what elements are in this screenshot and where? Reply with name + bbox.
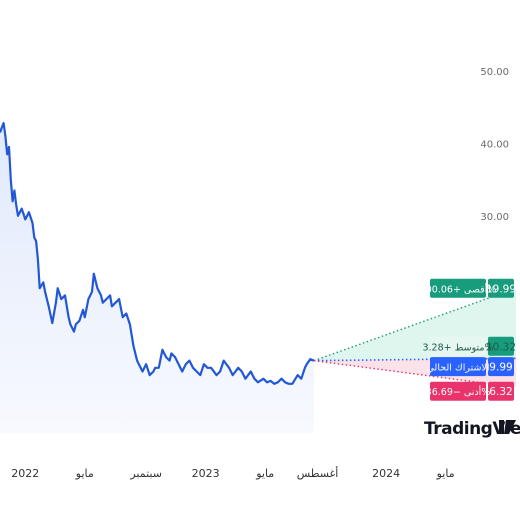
tradingview-logo-text: TradingView bbox=[424, 419, 520, 439]
badge-high-value-bg bbox=[488, 278, 514, 298]
badge-high: أقصى +100.06%19.99 bbox=[420, 278, 516, 298]
badge-low: أدنى −36.69%6.32 bbox=[426, 381, 514, 401]
badge-current-label-bg bbox=[430, 357, 486, 377]
badge-average-value: 10.32 bbox=[486, 341, 516, 353]
x-tick-label: مايو bbox=[436, 467, 455, 480]
x-tick-label: 2023 bbox=[192, 467, 220, 480]
y-tick-label: 50.00 bbox=[480, 67, 509, 78]
x-axis-ticks: 2022 مايو سبتمبر 2023 مايو أغسطس 2024 مايو bbox=[11, 466, 454, 480]
x-tick-label: 2022 bbox=[11, 467, 39, 480]
price-area-0 bbox=[0, 123, 314, 433]
badge-low-value: 6.32 bbox=[489, 386, 512, 398]
badge-current: الاشتراك الحالي 9.99 bbox=[427, 357, 514, 377]
badge-average-label-bg bbox=[430, 336, 486, 356]
badge-low-value-bg bbox=[488, 381, 514, 401]
badge-low-label-bg bbox=[430, 381, 486, 401]
x-tick-label: مايو bbox=[75, 467, 94, 480]
x-tick-label: 2024 bbox=[372, 467, 400, 480]
y-tick-label: 30.00 bbox=[480, 212, 509, 223]
badge-current-value: 9.99 bbox=[489, 362, 512, 374]
tradingview-logo: TradingView bbox=[424, 419, 520, 439]
area-layer bbox=[0, 123, 314, 433]
badge-average-value-bg bbox=[488, 336, 514, 356]
x-tick-label: مايو bbox=[255, 467, 274, 480]
badge-low-label: أدنى −36.69% bbox=[426, 385, 491, 398]
badge-average: متوسط +3.28%10.32 bbox=[422, 336, 516, 356]
price-line-0 bbox=[0, 121, 315, 385]
badge-high-value: 19.99 bbox=[486, 283, 516, 295]
x-tick-label: أغسطس bbox=[297, 466, 339, 480]
badge-current-value-bg bbox=[488, 357, 514, 377]
tv-mark-icon bbox=[499, 420, 516, 434]
line-layer bbox=[0, 121, 315, 385]
badge-average-label: متوسط +3.28% bbox=[422, 342, 493, 353]
badge-high-label-bg bbox=[430, 278, 486, 298]
badge-current-label: الاشتراك الحالي bbox=[427, 363, 490, 374]
x-tick-label: سبتمبر bbox=[129, 467, 162, 480]
y-tick-label: 40.00 bbox=[480, 139, 509, 150]
badge-high-label: أقصى +100.06% bbox=[420, 282, 497, 295]
y-axis-ticks: 50.00 40.00 30.00 bbox=[480, 67, 509, 223]
